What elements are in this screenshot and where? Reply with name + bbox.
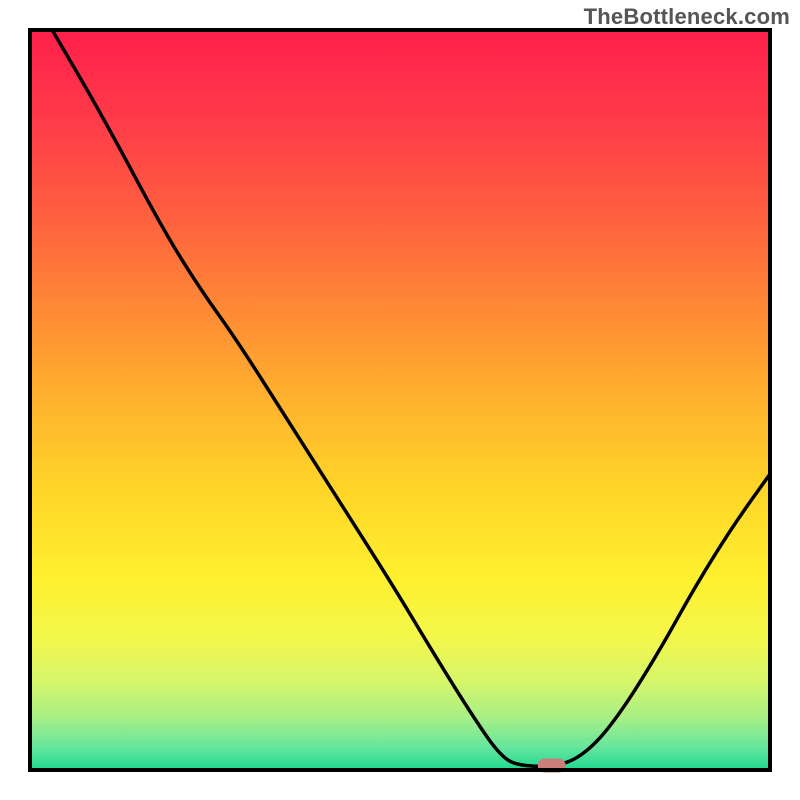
watermark-label: TheBottleneck.com <box>584 4 790 30</box>
gradient-background <box>30 30 770 770</box>
bottleneck-chart: TheBottleneck.com <box>0 0 800 800</box>
chart-svg <box>0 0 800 800</box>
